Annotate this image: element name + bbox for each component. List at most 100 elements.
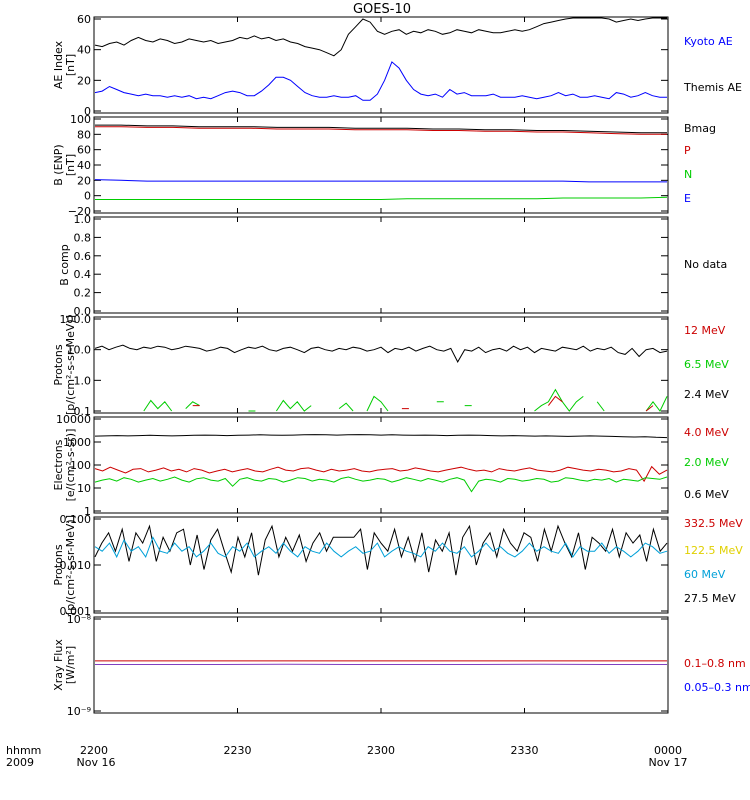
y-tick-label: 10.0 — [67, 344, 92, 357]
panel-2: 0.0 0.2 0.4 0.6 0.8 1.0 B comp No data — [58, 213, 727, 318]
x-tick-label: 2200 — [80, 744, 108, 757]
series-line-black — [94, 17, 667, 57]
y-tick-label: 0.001 — [60, 605, 92, 618]
y-axis-label: [p/(cm²-s-sr-MeV)] — [64, 315, 77, 415]
panel-frame — [93, 216, 669, 314]
y-tick-label: 20 — [77, 74, 91, 87]
y-axis-label: B comp — [58, 244, 71, 286]
panel-frame — [93, 416, 669, 514]
y-tick-label: 40 — [77, 159, 91, 172]
series-line-blue — [94, 61, 667, 101]
y-tick-label: 0.6 — [74, 250, 92, 263]
y-tick-label: 1000 — [63, 436, 91, 449]
y-tick-label: −20 — [68, 205, 91, 218]
panel-frame — [93, 316, 669, 414]
y-tick-label: 10000 — [56, 413, 91, 426]
series-line-green — [95, 196, 668, 200]
x-tick-label: 2300 — [367, 744, 395, 757]
y-axis-label: [nT] — [64, 154, 77, 176]
legend-label: Themis AE — [683, 81, 742, 94]
y-axis-label: Xray Flux — [52, 639, 65, 691]
y-tick-label: 0.1 — [74, 405, 92, 418]
y-axis-label: [e/(cm²-s-sr)] — [64, 429, 77, 502]
series-line-black — [94, 434, 668, 439]
legend-label: N — [684, 168, 692, 181]
legend-label: 6.5 MeV — [684, 358, 729, 371]
legend-label: E — [684, 192, 691, 205]
y-tick-label: 10 — [77, 482, 91, 495]
panel-frame — [93, 16, 669, 114]
legend-label: 2.0 MeV — [684, 456, 729, 469]
y-axis-label: Electrons — [52, 439, 65, 490]
legend-label: Kyoto AE — [684, 35, 733, 48]
legend-label: 2.4 MeV — [684, 388, 729, 401]
y-tick-label: 100.0 — [60, 313, 92, 326]
y-tick-label: 100 — [70, 113, 91, 126]
x-row-label-year: 2009 — [6, 756, 34, 769]
y-tick-label: 100 — [70, 459, 91, 472]
legend-label: Bmag — [684, 122, 716, 135]
y-tick-label: 0.8 — [74, 231, 92, 244]
legend-label: 122.5 MeV — [684, 544, 743, 557]
plot-title: GOES-10 — [353, 2, 411, 17]
y-axis-label: [nT] — [64, 54, 77, 76]
series-line-green — [143, 388, 668, 412]
legend-label: 60 MeV — [684, 568, 726, 581]
legend-label: No data — [684, 258, 727, 271]
y-axis-label: Protons — [52, 544, 65, 585]
y-tick-label: 0.4 — [74, 268, 92, 281]
y-tick-label: 80 — [77, 128, 91, 141]
series-line-cyan — [94, 536, 668, 559]
legend-label: P — [684, 144, 691, 157]
legend-label: 27.5 MeV — [684, 592, 736, 605]
y-axis-label: [W/m²] — [64, 646, 77, 684]
legend-label: 12 MeV — [684, 324, 726, 337]
series-line-red — [94, 465, 668, 483]
y-tick-label: 0.010 — [60, 559, 92, 572]
y-tick-label: 0.2 — [74, 287, 92, 300]
x-row-label-hhmm: hhmm — [6, 744, 41, 757]
x-tick-label: 0000 — [654, 744, 682, 757]
y-tick-label: 40 — [77, 44, 91, 57]
x-start-date: Nov 16 — [77, 756, 116, 769]
legend-label: 0.05–0.3 nm — [684, 681, 750, 694]
legend-label: 0.6 MeV — [684, 488, 729, 501]
y-axis-label: AE Index — [52, 40, 65, 89]
x-tick-label: 2330 — [511, 744, 539, 757]
y-axis-label: B (ENP) — [52, 144, 65, 185]
series-line-green — [94, 476, 668, 493]
panel-1: −20 0 20 40 60 80 100 B (ENP) [nT] Bmag PNE — [52, 113, 716, 218]
legend-label: 4.0 MeV — [684, 426, 729, 439]
y-tick-label: 60 — [77, 144, 91, 157]
y-tick-label: 1.0 — [74, 374, 92, 387]
y-tick-label: 0.0 — [74, 305, 92, 318]
legend-label: 332.5 MeV — [684, 517, 743, 530]
panel-3: 0.1 1.0 10.0 100.0 Protons [p/(cm²-s-sr-MeV)]… — [52, 313, 729, 418]
y-tick-label: 60 — [77, 13, 91, 26]
y-tick-label: 1 — [84, 505, 91, 518]
y-tick-label: 10⁻⁸ — [67, 613, 92, 626]
y-tick-label: 20 — [77, 174, 91, 187]
y-axis-label: Protons — [52, 344, 65, 385]
series-line-blue — [94, 179, 667, 183]
y-tick-label: 0 — [84, 190, 91, 203]
panel-0: 0 20 40 60 AE Index [nT] Kyoto AE Themis AE — [52, 13, 742, 118]
x-tick-label: 2230 — [224, 744, 252, 757]
legend-label: 0.1–0.8 nm — [684, 657, 746, 670]
y-axis-label: [p/(cm²-s-sr-MeV)] — [64, 515, 77, 615]
x-end-date: Nov 17 — [649, 756, 688, 769]
series-line-black — [95, 124, 667, 134]
series-line-red — [95, 126, 667, 135]
series-line-black — [94, 344, 668, 363]
x-axis: hhmm 2009 Nov 16 Nov 17 2200 2230 2300 2330… — [6, 744, 687, 769]
series-line-black — [94, 524, 668, 576]
y-tick-label: 0.100 — [60, 513, 92, 526]
panel-4: 1 10 100 1000 10000 Electrons [e/(cm²-s-sr)] 4.… — [52, 413, 729, 518]
series-line-red — [192, 395, 654, 412]
y-tick-label: 1.0 — [74, 213, 92, 226]
panel-5: 0.001 0.010 0.100 Protons [p/(cm²-s-sr-MeV)]… — [52, 513, 743, 618]
y-tick-label: 0 — [84, 105, 91, 118]
